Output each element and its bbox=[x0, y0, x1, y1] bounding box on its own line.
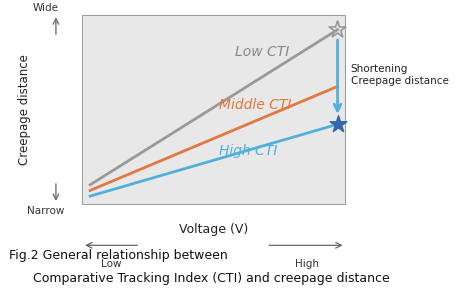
Text: Middle CTI: Middle CTI bbox=[219, 98, 291, 112]
Text: Shortening
Creepage distance: Shortening Creepage distance bbox=[351, 64, 448, 86]
Text: High CTI: High CTI bbox=[219, 144, 278, 158]
Point bbox=[334, 27, 341, 32]
Text: Creepage distance: Creepage distance bbox=[18, 54, 31, 165]
Text: Narrow: Narrow bbox=[27, 205, 64, 216]
Text: Low: Low bbox=[101, 258, 121, 269]
Text: Voltage (V): Voltage (V) bbox=[179, 223, 249, 236]
Text: Fig.2 General relationship between: Fig.2 General relationship between bbox=[9, 249, 228, 262]
Text: Comparative Tracking Index (CTI) and creepage distance: Comparative Tracking Index (CTI) and cre… bbox=[33, 272, 390, 285]
Text: Wide: Wide bbox=[32, 3, 58, 13]
Text: Low CTI: Low CTI bbox=[235, 45, 289, 59]
Point bbox=[334, 122, 341, 127]
Text: High: High bbox=[295, 258, 319, 269]
